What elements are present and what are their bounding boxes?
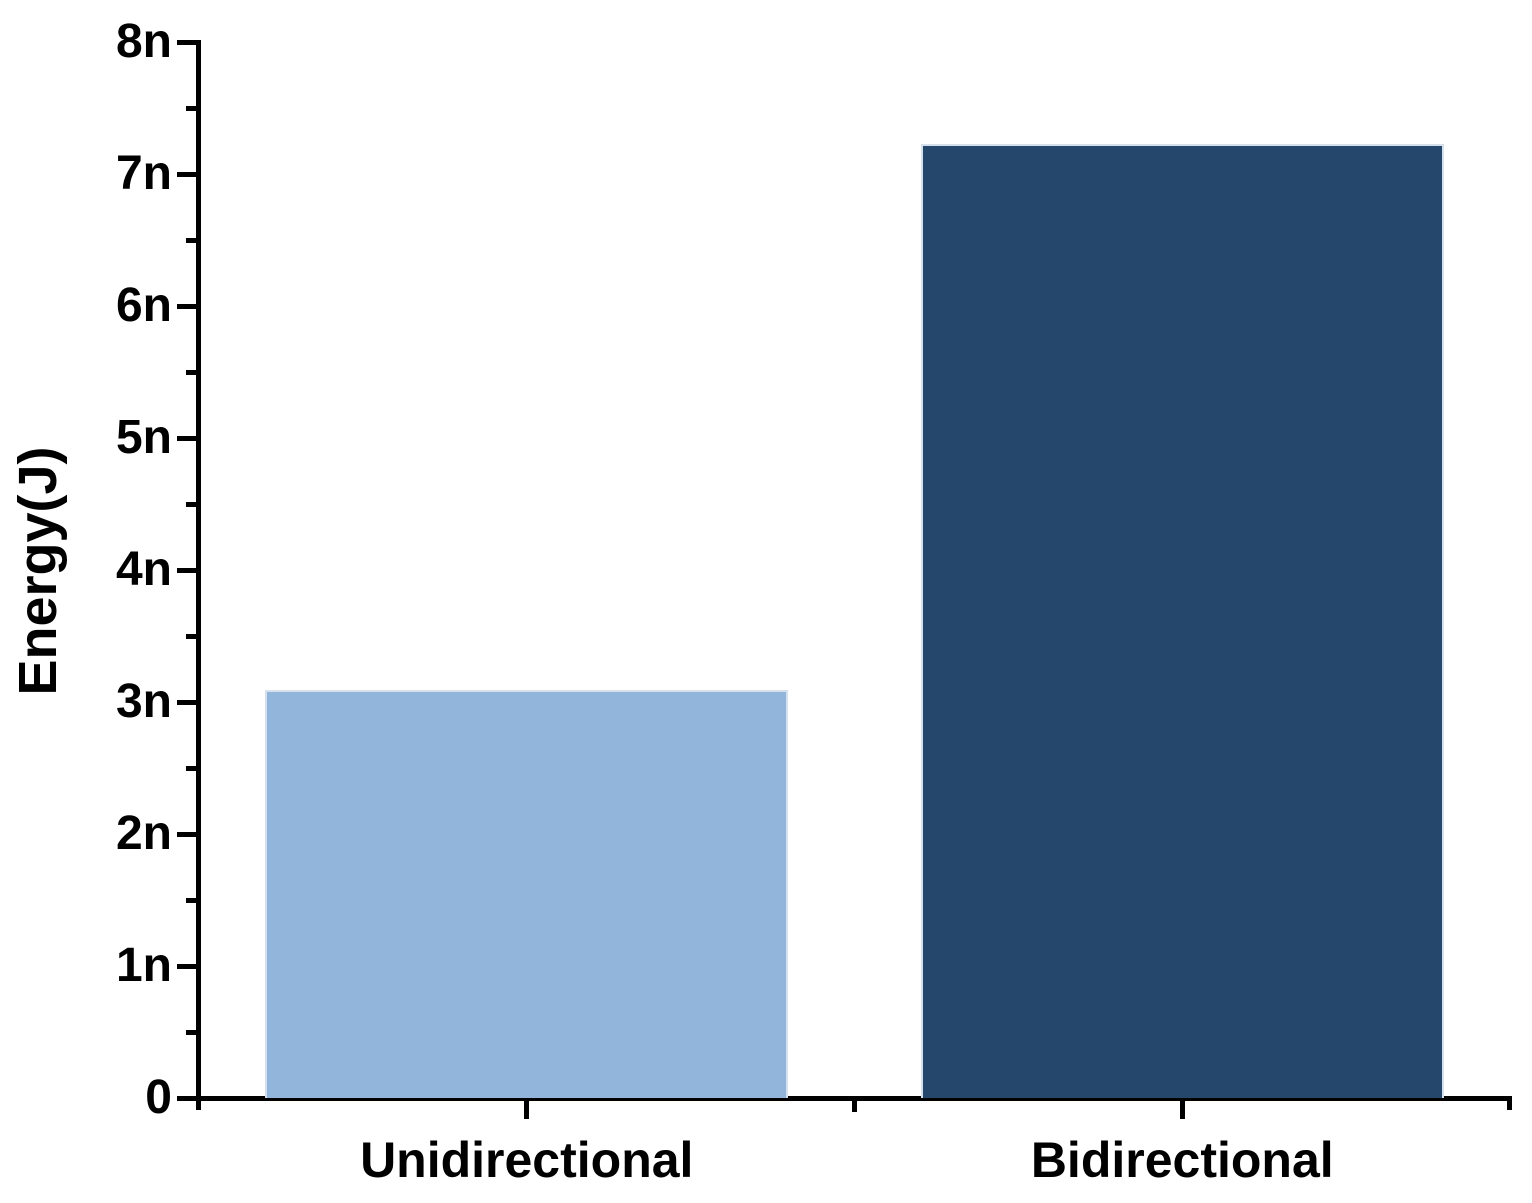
- bar-unidirectional: [265, 690, 789, 1098]
- y-tick-label: 6n: [115, 279, 172, 332]
- y-major-tick: [177, 699, 199, 705]
- x-axis-line: [196, 1096, 1512, 1101]
- y-tick-label: 5n: [115, 411, 172, 464]
- y-minor-tick: [186, 633, 199, 639]
- x-axis-end-tick: [1507, 1096, 1512, 1110]
- y-tick-label: 3n: [115, 675, 172, 728]
- y-major-tick: [177, 1095, 199, 1101]
- x-category-label: Unidirectional: [360, 1132, 694, 1188]
- y-minor-tick: [186, 1029, 199, 1035]
- y-major-tick: [177, 171, 199, 177]
- y-tick-label: 7n: [115, 147, 172, 200]
- y-tick-label: 2n: [115, 807, 172, 860]
- y-tick-label: 1n: [115, 939, 172, 992]
- y-major-tick: [177, 963, 199, 969]
- y-major-tick: [177, 303, 199, 309]
- y-major-tick: [177, 39, 199, 45]
- bar-bidirectional: [920, 143, 1444, 1098]
- y-minor-tick: [186, 501, 199, 507]
- x-major-tick: [1179, 1101, 1185, 1119]
- y-major-tick: [177, 435, 199, 441]
- x-category-label: Bidirectional: [1030, 1132, 1334, 1188]
- y-minor-tick: [186, 105, 199, 111]
- y-tick-label: 4n: [115, 543, 172, 596]
- x-major-tick: [524, 1101, 530, 1119]
- y-minor-tick: [186, 765, 199, 771]
- y-minor-tick: [186, 237, 199, 243]
- y-axis-line: [196, 40, 201, 1110]
- y-tick-label: 8n: [115, 15, 172, 68]
- y-major-tick: [177, 831, 199, 837]
- y-minor-tick: [186, 369, 199, 375]
- y-tick-label: 0: [145, 1071, 172, 1124]
- y-minor-tick: [186, 897, 199, 903]
- x-minor-tick: [852, 1101, 857, 1112]
- y-major-tick: [177, 567, 199, 573]
